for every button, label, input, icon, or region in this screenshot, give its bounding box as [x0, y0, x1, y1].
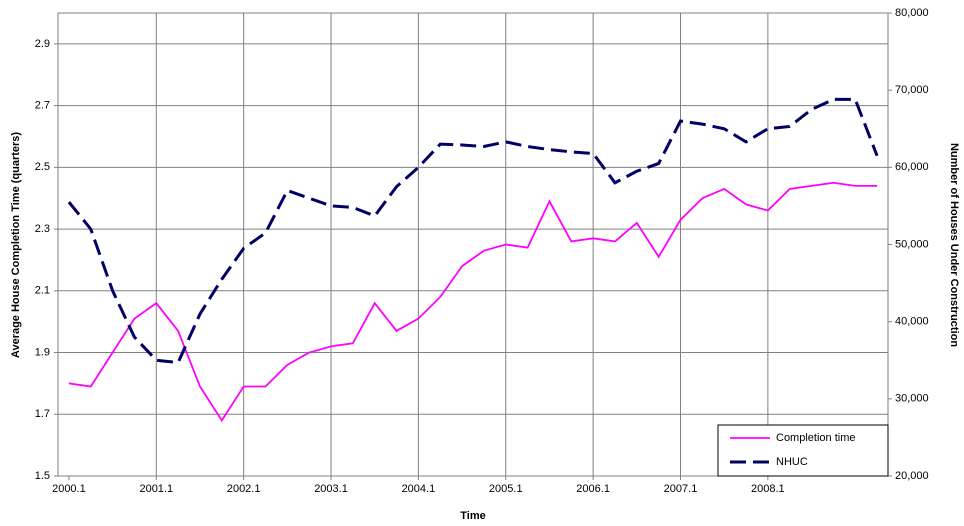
y2-tick-label: 80,000: [895, 7, 929, 19]
y2-tick-label: 70,000: [895, 84, 929, 96]
x-tick-label: 2001.1: [139, 483, 173, 495]
y2-tick-label: 60,000: [895, 161, 929, 173]
plot-area: [57, 12, 889, 477]
y2-tick-label: 20,000: [895, 470, 929, 482]
x-axis-title: Time: [460, 510, 485, 522]
x-tick-label: 2000.1: [52, 483, 86, 495]
y-tick-label: 1.7: [35, 408, 50, 420]
x-tick-label: 2005.1: [489, 483, 523, 495]
legend-label: Completion time: [776, 432, 855, 444]
series-line: [68, 181, 878, 423]
x-tick-label: 2008.1: [751, 483, 785, 495]
y-axis-title: Average House Completion Time (quarters): [10, 132, 22, 358]
y2-tick-label: 30,000: [895, 393, 929, 405]
legend-label: NHUC: [776, 456, 808, 468]
y-tick-label: 2.7: [35, 100, 50, 112]
y-tick-label: 2.1: [35, 285, 50, 297]
y2-axis-title: Number of Houses Under Construction: [948, 143, 960, 347]
y2-tick-label: 50,000: [895, 238, 929, 250]
series-line: [67, 97, 879, 365]
x-tick-label: 2006.1: [576, 483, 610, 495]
y-tick-label: 2.5: [35, 161, 50, 173]
x-tick-label: 2002.1: [227, 483, 261, 495]
y-tick-label: 2.9: [35, 38, 50, 50]
x-tick-label: 2003.1: [314, 483, 348, 495]
x-tick-label: 2007.1: [664, 483, 698, 495]
x-tick-label: 2004.1: [402, 483, 436, 495]
y-tick-label: 1.9: [35, 346, 50, 358]
legend-box: [717, 424, 889, 477]
y2-tick-label: 40,000: [895, 316, 929, 328]
y-tick-label: 1.5: [35, 470, 50, 482]
y-tick-label: 2.3: [35, 223, 50, 235]
